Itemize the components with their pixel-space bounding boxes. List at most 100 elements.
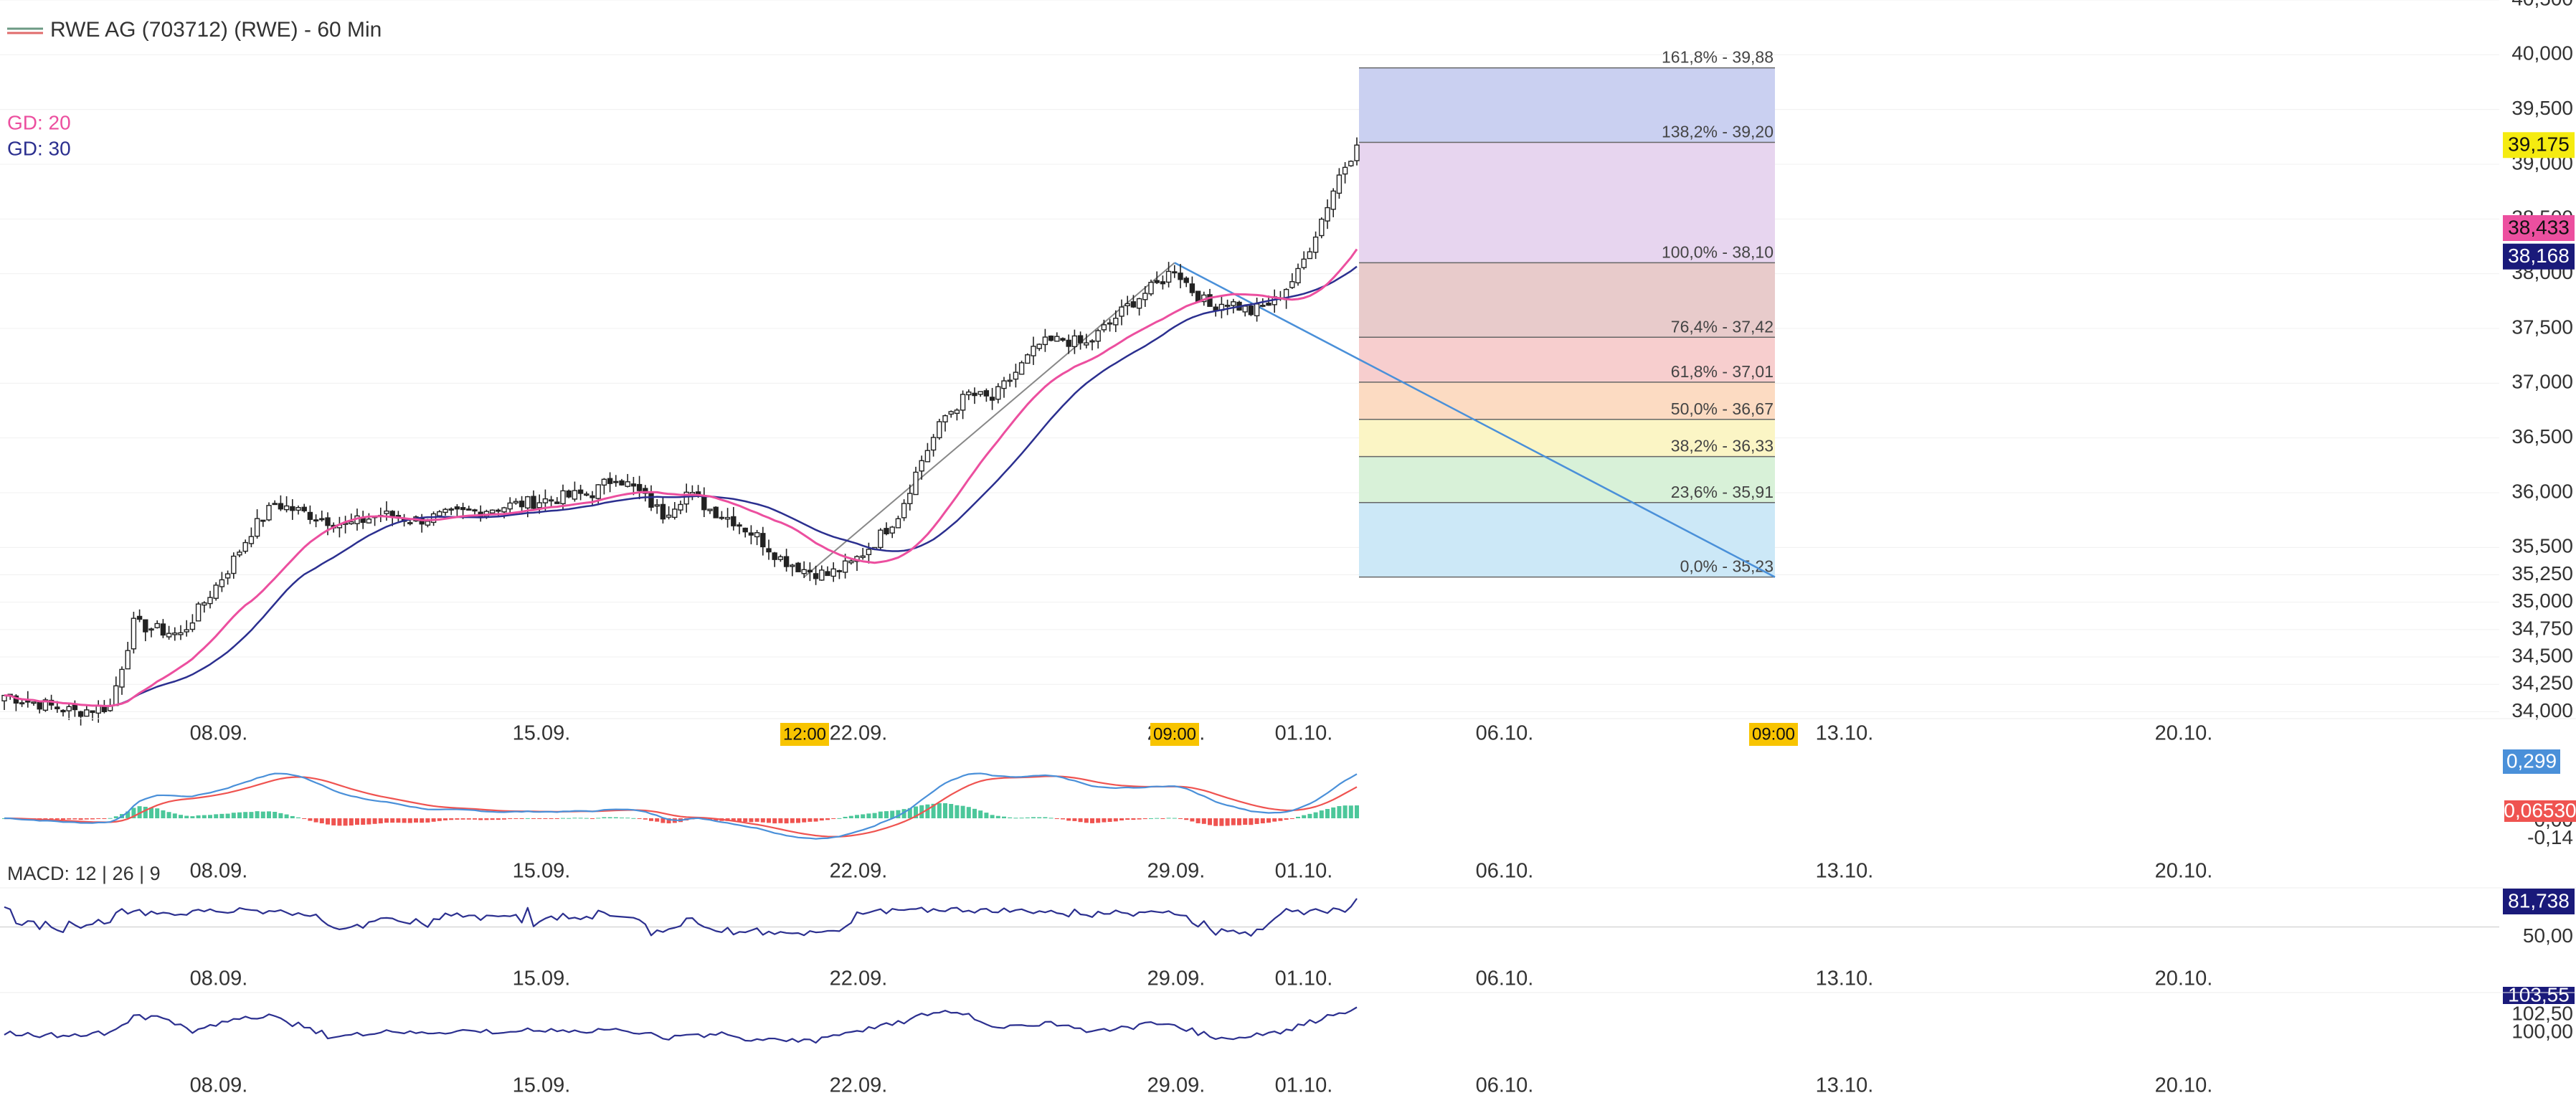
macd-hist-bar bbox=[166, 812, 171, 818]
candle-body bbox=[1119, 306, 1124, 317]
macd-hist-bar bbox=[102, 818, 107, 819]
candle-body bbox=[560, 490, 566, 504]
ma30-line bbox=[4, 265, 1358, 707]
macd-hist-bar bbox=[784, 818, 789, 824]
macd-hist-bar bbox=[1160, 818, 1165, 819]
macd-hist-bar bbox=[749, 818, 754, 823]
candle-body bbox=[889, 526, 895, 534]
price-tick-label: 36,000 bbox=[2511, 480, 2573, 502]
macd-hist-bar bbox=[460, 818, 465, 820]
price-tick-label: 35,500 bbox=[2511, 535, 2573, 557]
candle-body bbox=[977, 391, 983, 395]
candle-body bbox=[589, 495, 595, 498]
price-tick-label: 35,250 bbox=[2511, 562, 2573, 584]
fib-level-label: 61,8% - 37,01 bbox=[1671, 362, 1774, 381]
macd-hist-bar bbox=[1307, 813, 1312, 818]
macd-hist-bar bbox=[1325, 808, 1330, 818]
candle-body bbox=[542, 498, 549, 503]
macd-hist-bar bbox=[1190, 818, 1195, 822]
candle-body bbox=[37, 701, 42, 710]
fib-level-label: 100,0% - 38,10 bbox=[1662, 242, 1774, 261]
macd-hist-bar bbox=[896, 810, 901, 818]
macd-hist-bar bbox=[513, 818, 518, 819]
macd-hist-bar bbox=[872, 813, 877, 818]
candle-body bbox=[1001, 380, 1007, 389]
macd-hist-bar bbox=[396, 818, 401, 823]
macd-hist-bar bbox=[855, 815, 859, 818]
candle-body bbox=[1207, 294, 1213, 307]
candle-body bbox=[160, 623, 166, 636]
candle-body bbox=[772, 552, 777, 560]
osc-value-tag-bg bbox=[2503, 889, 2575, 914]
macd-hist-bar bbox=[378, 818, 383, 824]
macd-hist-bar bbox=[1319, 810, 1324, 818]
candle-body bbox=[625, 481, 630, 487]
macd-hist-bar bbox=[1225, 818, 1230, 826]
candle-body bbox=[830, 568, 836, 577]
ma20-value-tag-bg bbox=[2503, 215, 2575, 242]
candle-body bbox=[525, 496, 531, 509]
candle-body bbox=[454, 506, 460, 510]
candle-body bbox=[430, 513, 437, 524]
candle-body bbox=[737, 524, 742, 527]
macd-hist-bar bbox=[861, 814, 866, 818]
macd-hist-bar bbox=[1066, 818, 1071, 821]
macd-hist-bar bbox=[249, 812, 254, 818]
candle-body bbox=[166, 633, 172, 638]
candle-body bbox=[848, 560, 854, 564]
candle-body bbox=[924, 450, 931, 463]
candle-body bbox=[648, 491, 654, 508]
macd-line bbox=[4, 772, 1358, 840]
fibonacci-retracement: 161,8% - 39,88 138,2% - 39,20 100,0% - 38,… bbox=[1359, 48, 1775, 578]
macd-hist-bar bbox=[1061, 818, 1065, 820]
x-tick-label: 13.10. bbox=[1816, 860, 1874, 883]
candle-body bbox=[548, 499, 554, 502]
macd-hist-bar bbox=[1243, 818, 1248, 825]
candle-body bbox=[125, 650, 131, 670]
macd-hist-bar bbox=[78, 818, 83, 820]
macd-hist-bar bbox=[602, 817, 607, 818]
candle-body bbox=[1036, 344, 1042, 349]
price-tick-label: 34,500 bbox=[2511, 644, 2573, 666]
candle-body bbox=[1160, 281, 1166, 285]
x-axis: 08.09. 15.09. 22.09. 29.09. 01.10. 06.10. 13.1… bbox=[190, 967, 2213, 990]
candle-body bbox=[884, 528, 889, 534]
fib-zone bbox=[1359, 382, 1775, 420]
macd-hist-bar bbox=[1237, 818, 1241, 825]
macd-hist-bar bbox=[554, 818, 559, 819]
candle-body bbox=[1154, 280, 1160, 283]
candle-body bbox=[442, 508, 448, 513]
fib-zone bbox=[1359, 456, 1775, 503]
candle-body bbox=[207, 597, 213, 605]
macd-hist-bar bbox=[1142, 818, 1147, 820]
candle-body bbox=[266, 505, 272, 521]
candle-body bbox=[1031, 346, 1036, 356]
macd-hist-bar bbox=[607, 817, 612, 818]
macd-hist-bar bbox=[1002, 816, 1006, 818]
fib-level-label: 50,0% - 36,67 bbox=[1671, 399, 1774, 418]
macd-hist-bar bbox=[67, 818, 72, 820]
macd-hist-bar bbox=[331, 818, 336, 825]
x-tick-label: 06.10. bbox=[1476, 967, 1534, 990]
time-marker-label: 12:00 bbox=[783, 724, 826, 744]
macd-hist-bar bbox=[1272, 818, 1277, 822]
macd-hist-bar bbox=[901, 809, 906, 818]
candle-body bbox=[313, 519, 319, 522]
x-tick-label: 29.09. bbox=[1147, 967, 1206, 990]
momentum-value-tag-bg bbox=[2503, 987, 2575, 1004]
macd-value-tag-bg bbox=[2503, 749, 2560, 774]
candle-body bbox=[507, 502, 513, 510]
macd-hist-bar bbox=[184, 815, 189, 818]
macd-hist-bar bbox=[1249, 818, 1254, 825]
macd-hist-bar bbox=[919, 805, 924, 818]
candle-body bbox=[283, 505, 290, 511]
macd-hist-bar bbox=[326, 818, 330, 825]
candle-body bbox=[1330, 190, 1336, 210]
macd-hist-bar bbox=[649, 818, 653, 821]
macd-hist-bar bbox=[508, 818, 513, 820]
candle-body bbox=[437, 511, 442, 516]
candle-body bbox=[1260, 304, 1266, 307]
macd-hist-bar bbox=[978, 810, 983, 818]
